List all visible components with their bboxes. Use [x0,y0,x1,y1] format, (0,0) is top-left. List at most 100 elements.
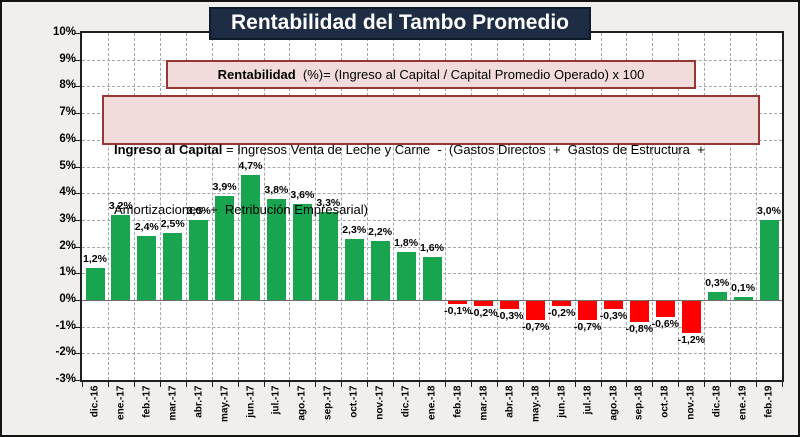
x-axis-tick [626,382,628,387]
grid-line-v [548,33,550,380]
x-axis-tick [496,382,498,387]
y-axis-tick [74,273,80,275]
formula2-definition: = Ingresos Venta de Leche y Carne - (Gas… [222,142,705,157]
bar-label: -0,8% [625,323,654,336]
bar [137,235,157,300]
grid-line-h [82,326,782,328]
bar [163,233,183,300]
bar-label: 2,4% [134,220,159,233]
x-tick-label: mar.-18 [478,385,490,421]
bar-label: 3,2% [108,199,133,212]
y-tick-label: 6% [59,132,76,145]
x-tick-label: nov.-18 [685,385,697,420]
x-tick-label: jun.-18 [556,385,568,418]
x-axis-tick [470,382,472,387]
grid-line-v [652,33,654,380]
formula2-line2: Amortizaciones + Retribución Empresarial… [114,202,368,217]
bar [552,300,572,307]
y-tick-label: 5% [59,159,76,172]
grid-line-v [470,33,472,380]
bar-label: -0,3% [599,309,628,322]
grid-line-v [263,33,265,380]
x-axis-tick [782,382,783,387]
bar [189,219,209,300]
bar [215,195,235,300]
x-axis-tick [341,382,343,387]
x-tick-label: dic.-16 [89,385,101,418]
y-axis-tick [74,380,80,381]
bar [604,300,623,309]
formula2-line1: Ingreso al Capital = Ingresos Venta de L… [114,140,748,160]
y-tick-label: 2% [59,239,76,252]
y-axis-tick [74,86,80,88]
y-tick-label: 9% [59,52,76,65]
x-tick-label: feb.-17 [141,385,153,418]
bar-label: 3,9% [212,180,237,193]
bar [344,238,364,300]
y-axis-tick [74,299,80,301]
plot-background [82,33,782,380]
x-axis-tick [367,382,369,387]
x-axis-tick [263,382,265,387]
grid-line-v [237,33,239,380]
x-tick-label: abr.-18 [504,385,516,418]
y-axis-tick [74,219,80,221]
x-tick-label: dic.-18 [711,385,723,418]
grid-line-v [367,33,369,380]
formula1-definition: (%)= (Ingreso al Capital / Capital Prome… [295,67,645,82]
bar [474,300,494,307]
bar-label: 2,3% [342,223,367,236]
chart-title-text: Rentabilidad del Tambo Promedio [231,11,569,34]
y-tick-label: -1% [55,319,76,332]
y-tick-label: 1% [59,266,76,279]
y-tick-label: 3% [59,212,76,225]
grid-line-v [445,33,446,380]
bar [681,300,701,333]
y-axis-tick [74,113,80,115]
x-axis-tick [419,382,420,387]
bar [318,211,338,300]
x-tick-label: jun.-17 [245,385,256,418]
x-axis-tick [652,382,654,387]
y-axis-tick [74,59,80,61]
grid-line-v [289,33,291,380]
bar [578,300,598,320]
bar-label: 3,0% [186,204,211,217]
y-axis-tick [74,193,80,195]
bar [629,300,649,323]
x-axis-tick [159,382,161,387]
bar-label: -0,6% [651,317,680,330]
grid-line-v [704,33,706,380]
bar-label: -0,2% [470,307,498,320]
bar-label: 1,2% [83,252,107,265]
grid-line-v [496,33,498,380]
formula1-term: Rentabilidad [217,67,296,82]
bar [707,291,727,300]
x-axis-tick [548,382,550,387]
bar [396,251,416,300]
chart-title: Rentabilidad del Tambo Promedio [209,7,591,40]
grid-line-v [522,33,524,380]
grid-line-v [341,33,343,380]
x-axis-tick [211,382,213,387]
formula2-term: Ingreso al Capital [114,142,223,157]
x-tick-label: jul.-18 [582,385,594,415]
grid-line-v [419,33,420,380]
x-tick-label: may.-17 [219,385,231,423]
bar [655,300,675,317]
x-axis-tick [185,382,187,387]
x-tick-label: may.-18 [530,385,542,423]
x-axis-tick [574,382,576,387]
bar [292,203,312,300]
grid-line-v [574,33,576,380]
grid-line-v [626,33,628,380]
grid-line-v [678,33,680,380]
x-axis-tick [678,382,680,387]
bar-label: -0,3% [496,309,524,322]
y-tick-label: 4% [59,186,76,199]
x-axis-tick [315,382,317,387]
y-tick-label: 0% [59,292,76,305]
bar [370,241,390,300]
grid-line-h [82,246,782,248]
